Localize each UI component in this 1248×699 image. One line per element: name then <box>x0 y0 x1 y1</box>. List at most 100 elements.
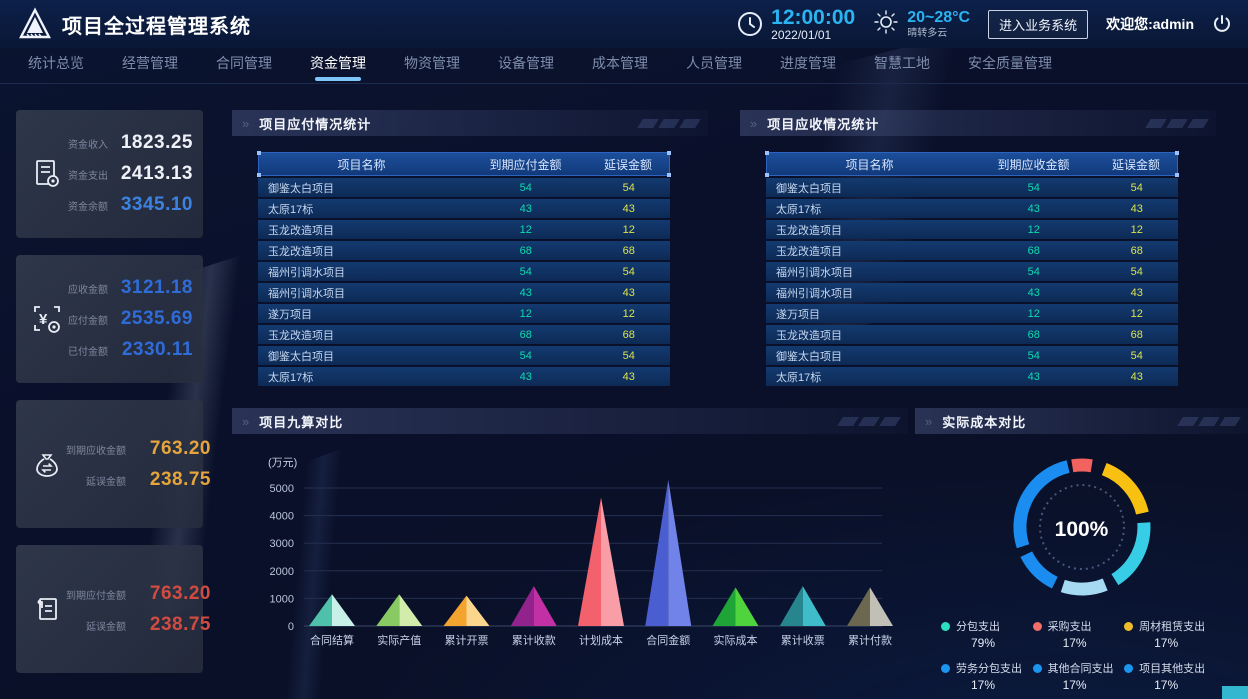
payable-panel: » 项目应付情况统计 项目名称 到期应付金额 延误金额 御鉴太白项目 54 54 太原17标… <box>232 110 708 398</box>
table-row[interactable]: 太原17标 43 43 <box>766 367 1178 386</box>
project-name-cell: 玉龙改造项目 <box>776 224 842 237</box>
panel-arrow-icon: » <box>750 115 758 131</box>
project-name-cell: 太原17标 <box>776 371 822 384</box>
stat-row: 延误金额 238.75 <box>66 614 211 636</box>
project-name-cell: 太原17标 <box>776 203 822 216</box>
enter-business-system-button[interactable]: 进入业务系统 <box>988 9 1089 39</box>
amount-cell: 43 <box>1130 202 1143 215</box>
table-row[interactable]: 太原17标 43 43 <box>258 367 670 386</box>
table-row[interactable]: 福州引调水项目 54 54 <box>258 262 670 281</box>
nav-tab-9[interactable]: 进度管理 <box>780 54 836 71</box>
stat-value: 238.75 <box>149 613 211 635</box>
legend-item[interactable]: 采购支出 17% <box>1032 618 1125 650</box>
table-row[interactable]: 福州引调水项目 43 43 <box>766 283 1178 302</box>
current-time: 12:00:00 <box>771 5 856 29</box>
legend-percent: 17% <box>1062 678 1087 692</box>
amount-cell: 54 <box>1130 181 1143 194</box>
svg-text:累计开票: 累计开票 <box>445 634 489 647</box>
nav-tab-8[interactable]: 人员管理 <box>686 54 742 71</box>
invoice-gear-icon <box>28 158 66 190</box>
stat-value: 2330.11 <box>121 339 193 360</box>
app-title: 项目全过程管理系统 <box>62 15 251 38</box>
amount-cell: 54 <box>1130 265 1143 278</box>
amount-cell: 12 <box>1130 307 1143 320</box>
svg-text:¥: ¥ <box>39 311 48 328</box>
legend-item[interactable]: 其他合同支出 17% <box>1032 660 1125 692</box>
legend-dot-icon <box>941 621 950 631</box>
amount-cell: 54 <box>622 265 635 278</box>
amount-cell: 12 <box>1027 307 1040 320</box>
legend-label: 其他合同支出 <box>1047 663 1114 675</box>
svg-text:累计付款: 累计付款 <box>848 633 892 647</box>
panel-deco-slashes <box>1177 416 1241 426</box>
nav-tab-6[interactable]: 设备管理 <box>498 54 554 71</box>
legend-dot-icon <box>1032 663 1042 673</box>
legend-item[interactable]: 分包支出 79% <box>941 618 1033 650</box>
nav-tab-11[interactable]: 安全质量管理 <box>968 54 1052 71</box>
project-name-cell: 遂万项目 <box>268 308 312 321</box>
amount-cell: 54 <box>1027 349 1040 362</box>
stat-label: 延误金额 <box>86 621 126 633</box>
nav-tab-3[interactable]: 合同管理 <box>216 54 272 71</box>
amount-cell: 43 <box>622 370 635 383</box>
app-header: 项目全过程管理系统 12:00:00 2022/01/01 <box>0 0 1248 48</box>
amount-cell: 12 <box>519 223 532 236</box>
amount-cell: 68 <box>1027 328 1040 341</box>
nav-tab-4[interactable]: 资金管理 <box>310 53 366 79</box>
nav-tab-7[interactable]: 成本管理 <box>592 54 648 71</box>
project-name-cell: 遂万项目 <box>776 308 820 321</box>
table-row[interactable]: 御鉴太白项目 54 54 <box>258 346 670 365</box>
project-name-cell: 御鉴太白项目 <box>776 350 842 363</box>
table-row[interactable]: 御鉴太白项目 54 54 <box>766 346 1178 365</box>
project-name-cell: 福州引调水项目 <box>268 266 345 279</box>
table-row[interactable]: 太原17标 43 43 <box>258 199 670 218</box>
svg-text:5000: 5000 <box>270 483 294 495</box>
project-name-cell: 太原17标 <box>268 371 314 384</box>
amount-cell: 54 <box>622 349 635 362</box>
table-row[interactable]: 遂万项目 12 12 <box>766 304 1178 323</box>
table-row[interactable]: 御鉴太白项目 54 54 <box>258 178 670 197</box>
column-header: 项目名称 <box>337 157 386 172</box>
project-name-cell: 福州引调水项目 <box>268 287 345 300</box>
column-header: 到期应收金额 <box>997 157 1070 172</box>
nav-tab-1[interactable]: 统计总览 <box>28 54 84 71</box>
legend-dot-icon <box>1124 663 1134 673</box>
table-row[interactable]: 玉龙改造项目 68 68 <box>258 241 670 260</box>
svg-text:累计收票: 累计收票 <box>781 633 825 647</box>
amount-cell: 54 <box>622 181 635 194</box>
legend-dot-icon <box>941 663 950 673</box>
table-row[interactable]: 玉龙改造项目 68 68 <box>258 325 670 344</box>
table-row[interactable]: 玉龙改造项目 12 12 <box>766 220 1178 239</box>
table-row[interactable]: 遂万项目 12 12 <box>258 304 670 323</box>
svg-text:合同结算: 合同结算 <box>310 633 354 647</box>
legend-item[interactable]: 劳务分包支出 17% <box>941 660 1033 692</box>
amount-cell: 54 <box>519 181 532 194</box>
table-row[interactable]: 玉龙改造项目 68 68 <box>766 325 1178 344</box>
legend-dot-icon <box>1124 621 1134 631</box>
table-row[interactable]: 太原17标 43 43 <box>766 199 1178 218</box>
amount-cell: 43 <box>622 202 635 215</box>
donut-legend: 分包支出 79% 采购支出 17% 周材租赁支出 17% 劳务分包支出 17% 其他合同支出 17… <box>941 618 1234 692</box>
table-row[interactable]: 玉龙改造项目 12 12 <box>258 220 670 239</box>
amount-cell: 54 <box>519 349 532 362</box>
power-icon[interactable] <box>1212 14 1232 34</box>
project-name-cell: 御鉴太白项目 <box>268 350 334 363</box>
amount-cell: 43 <box>1027 202 1040 215</box>
receivable-table: 项目名称 到期应收金额 延误金额 御鉴太白项目 54 54 太原17标 43 43 玉龙改造项目 1… <box>765 151 1179 386</box>
nav-tab-2[interactable]: 经营管理 <box>122 54 178 71</box>
nav-tab-10[interactable]: 智慧工地 <box>874 54 930 71</box>
table-row[interactable]: 玉龙改造项目 68 68 <box>766 241 1178 260</box>
legend-item[interactable]: 周材租赁支出 17% <box>1124 618 1234 650</box>
temperature: 20~28°C <box>907 9 971 27</box>
nine-compare-titlebar: » 项目九算对比 <box>232 408 908 434</box>
stat-label: 到期应收金额 <box>66 445 126 457</box>
panel-arrow-icon: » <box>242 413 250 429</box>
table-row[interactable]: 福州引调水项目 43 43 <box>258 283 670 302</box>
svg-text:(万元): (万元) <box>268 457 297 469</box>
nine-compare-panel: » 项目九算对比 (万元) 0 1000 2000 3000 4000 5000 合同结算 实际… <box>232 408 908 685</box>
table-row[interactable]: 福州引调水项目 54 54 <box>766 262 1178 281</box>
table-row[interactable]: 御鉴太白项目 54 54 <box>766 178 1178 197</box>
nav-tab-5[interactable]: 物资管理 <box>404 54 460 71</box>
legend-item[interactable]: 项目其他支出 17% <box>1124 660 1234 692</box>
table-header-row: 项目名称 到期应收金额 延误金额 <box>765 151 1179 177</box>
